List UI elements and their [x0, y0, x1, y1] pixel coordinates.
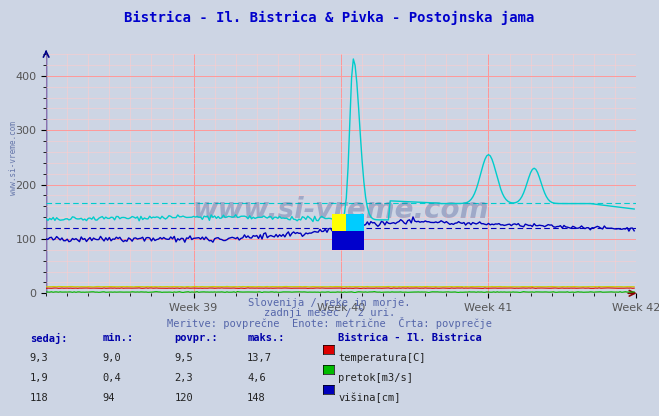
- Text: Bistrica - Il. Bistrica: Bistrica - Il. Bistrica: [338, 333, 482, 343]
- Bar: [347, 215, 364, 250]
- Text: 9,5: 9,5: [175, 353, 193, 363]
- Text: višina[cm]: višina[cm]: [338, 393, 401, 403]
- Text: 13,7: 13,7: [247, 353, 272, 363]
- Text: 94: 94: [102, 393, 115, 403]
- Text: 120: 120: [175, 393, 193, 403]
- Text: 148: 148: [247, 393, 266, 403]
- Text: pretok[m3/s]: pretok[m3/s]: [338, 373, 413, 383]
- Text: 118: 118: [30, 393, 48, 403]
- Text: Bistrica - Il. Bistrica & Pivka - Postojnska jama: Bistrica - Il. Bistrica & Pivka - Postoj…: [125, 10, 534, 25]
- Text: min.:: min.:: [102, 333, 133, 343]
- Text: 4,6: 4,6: [247, 373, 266, 383]
- Text: temperatura[C]: temperatura[C]: [338, 353, 426, 363]
- Text: Slovenija / reke in morje.: Slovenija / reke in morje.: [248, 298, 411, 308]
- Text: 2,3: 2,3: [175, 373, 193, 383]
- Text: 0,4: 0,4: [102, 373, 121, 383]
- Text: 9,0: 9,0: [102, 353, 121, 363]
- Text: Meritve: povprečne  Enote: metrične  Črta: povprečje: Meritve: povprečne Enote: metrične Črta:…: [167, 317, 492, 329]
- Text: sedaj:: sedaj:: [30, 333, 67, 344]
- Text: www.si-vreme.com: www.si-vreme.com: [9, 121, 18, 195]
- Text: 1,9: 1,9: [30, 373, 48, 383]
- Text: maks.:: maks.:: [247, 333, 285, 343]
- Text: 9,3: 9,3: [30, 353, 48, 363]
- Text: www.si-vreme.com: www.si-vreme.com: [193, 196, 489, 223]
- Text: zadnji mesec / 2 uri.: zadnji mesec / 2 uri.: [264, 308, 395, 318]
- Bar: [332, 231, 364, 250]
- Bar: [332, 215, 347, 250]
- Text: povpr.:: povpr.:: [175, 333, 218, 343]
